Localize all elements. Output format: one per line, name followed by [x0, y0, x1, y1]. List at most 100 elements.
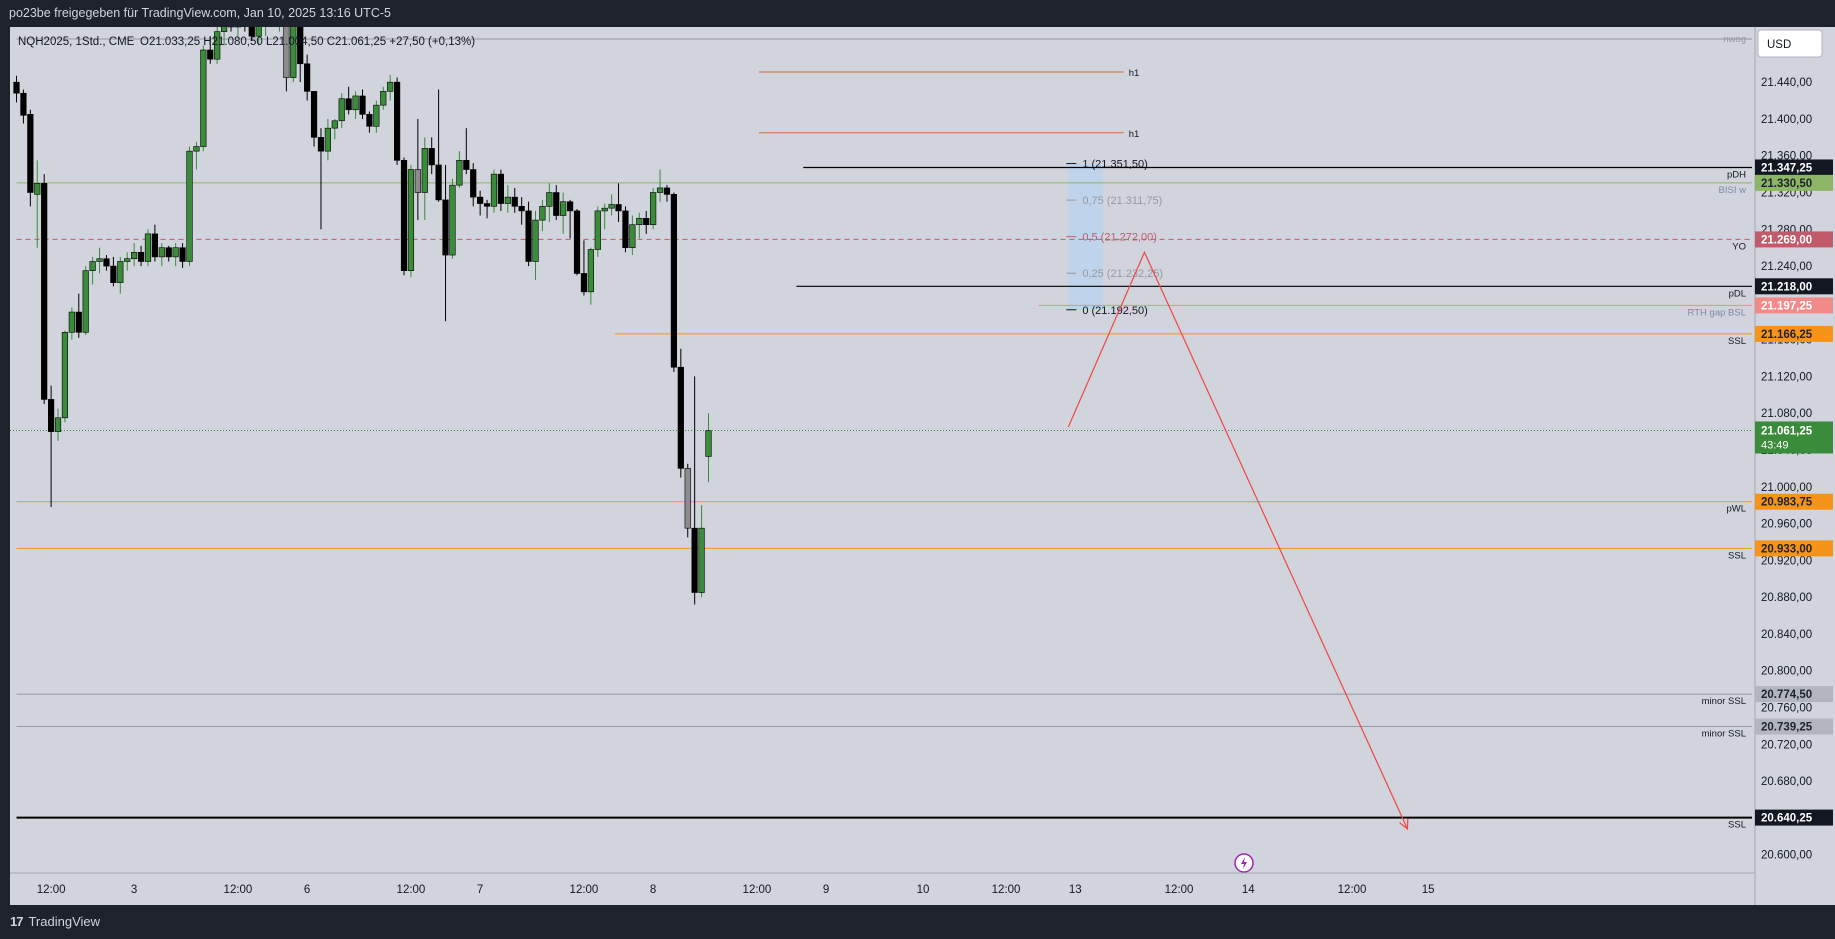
price-tag-bg — [1755, 493, 1833, 510]
price-chart[interactable]: 1 (21.351,50) 0,75 (21.311,75) 0,5 (21.272… — [0, 0, 1835, 905]
price-axis-label: 20.680,00 — [1761, 776, 1812, 788]
price-tag-label: 20.640,25 — [1761, 813, 1813, 825]
current-price-tag-bg — [1755, 421, 1833, 454]
candle-body — [677, 366, 684, 469]
price-tag-bg — [1755, 686, 1833, 703]
candle-body — [110, 265, 117, 283]
ohlc-readout: O21.033,25 H21.080,50 L21.004,50 C21.061… — [140, 36, 475, 48]
currency-button[interactable] — [1757, 29, 1823, 58]
candle-countdown: 43:49 — [1761, 439, 1789, 451]
candle-body — [580, 273, 588, 293]
candle-body — [608, 204, 615, 209]
time-axis-bg — [10, 873, 1755, 905]
price-tag-label: 21.330,50 — [1761, 178, 1812, 190]
candle-body — [428, 148, 435, 166]
candle-body — [345, 98, 352, 111]
candle-body — [200, 49, 207, 147]
candle-body — [407, 169, 415, 271]
candle-body — [234, 27, 242, 28]
candle-body — [310, 91, 318, 138]
level-label: nwog — [1723, 34, 1746, 45]
candle-body — [41, 183, 48, 400]
time-axis-label: 8 — [650, 884, 656, 896]
candle-body — [525, 210, 532, 262]
candle-body — [172, 247, 179, 258]
candle-body — [13, 81, 20, 94]
price-axis-label: 20.920,00 — [1761, 555, 1812, 567]
candle-body — [421, 148, 428, 193]
candle-body — [615, 204, 622, 212]
candle-body — [698, 527, 705, 593]
candle-body — [573, 210, 581, 274]
candle-body — [663, 187, 671, 195]
candle-body — [705, 430, 712, 457]
candle-body — [124, 258, 131, 262]
candle-body — [456, 160, 463, 186]
level-label: pDL — [1729, 288, 1746, 299]
brand-label: TradingView — [28, 914, 101, 929]
candle-body — [650, 192, 657, 226]
price-axis-label: 20.800,00 — [1761, 666, 1812, 678]
candle-body — [643, 217, 650, 226]
level-label: BISI w — [1719, 185, 1747, 196]
price-axis-label: 20.960,00 — [1761, 519, 1812, 531]
time-axis-label: 15 — [1422, 884, 1435, 896]
candle-body — [546, 192, 553, 207]
candle-body — [601, 207, 608, 212]
candle-body — [117, 261, 124, 283]
time-axis-label: 6 — [304, 884, 310, 896]
candle-body — [504, 196, 511, 204]
price-tag-label: 20.983,75 — [1761, 497, 1813, 509]
candle-body — [27, 114, 34, 193]
candle-body — [670, 194, 677, 368]
tradingview-brand[interactable]: 17 TradingView — [10, 914, 100, 929]
time-axis-label: 12:00 — [1338, 884, 1367, 896]
current-price-tag-label: 21.061,25 — [1761, 425, 1813, 437]
candle-body — [270, 13, 276, 22]
fib-level-label: 1 (21.351,50) — [1082, 159, 1147, 171]
candle-body — [338, 98, 345, 122]
price-tag-label: 21.166,25 — [1761, 329, 1813, 341]
candle-body — [636, 217, 643, 226]
time-axis-label: 12:00 — [37, 884, 66, 896]
candle-body — [400, 160, 408, 271]
time-axis-label: 14 — [1242, 884, 1255, 896]
candle-body — [68, 311, 75, 333]
candle-body — [324, 127, 332, 152]
price-axis-label: 20.880,00 — [1761, 592, 1812, 604]
candle-body — [54, 417, 62, 432]
fib-level-label: 0,75 (21.311,75) — [1082, 195, 1162, 207]
level-label: SSL — [1728, 550, 1746, 561]
candle-body — [242, 9, 248, 23]
candle-body — [207, 49, 214, 60]
time-axis-label: 12:00 — [397, 884, 426, 896]
lightning-bolt — [1241, 857, 1247, 869]
tradingview-logo-icon: 17 — [10, 914, 24, 929]
candle-body — [594, 210, 601, 250]
price-tag-label: 21.218,00 — [1761, 281, 1812, 293]
candle-body — [656, 187, 664, 193]
candle-body — [449, 184, 456, 256]
price-tag-label: 20.774,50 — [1761, 689, 1812, 701]
candle-body — [179, 247, 186, 262]
time-axis-label: 12:00 — [743, 884, 772, 896]
price-tag-label: 21.269,00 — [1761, 234, 1812, 246]
time-axis-label: 12:00 — [1165, 884, 1194, 896]
price-axis-label: 21.120,00 — [1761, 371, 1812, 383]
candle-body — [20, 92, 27, 116]
price-axis-label: 21.440,00 — [1761, 77, 1812, 89]
candle-body — [393, 81, 401, 161]
level-label: minor SSL — [1702, 696, 1746, 707]
candle-body — [186, 150, 193, 262]
symbol-label: NQH2025, 1Std., CME — [18, 36, 135, 48]
candle-body — [34, 183, 41, 195]
candle-body — [103, 258, 110, 267]
candle-body — [248, 27, 255, 37]
candle-body — [622, 210, 629, 248]
price-axis-label: 20.840,00 — [1761, 629, 1812, 641]
price-tag-label: 20.739,25 — [1761, 722, 1813, 734]
time-axis-label: 7 — [477, 884, 483, 896]
candle-body — [317, 137, 325, 152]
chart-area[interactable] — [10, 27, 1755, 900]
projection-arrowhead — [1399, 818, 1409, 831]
